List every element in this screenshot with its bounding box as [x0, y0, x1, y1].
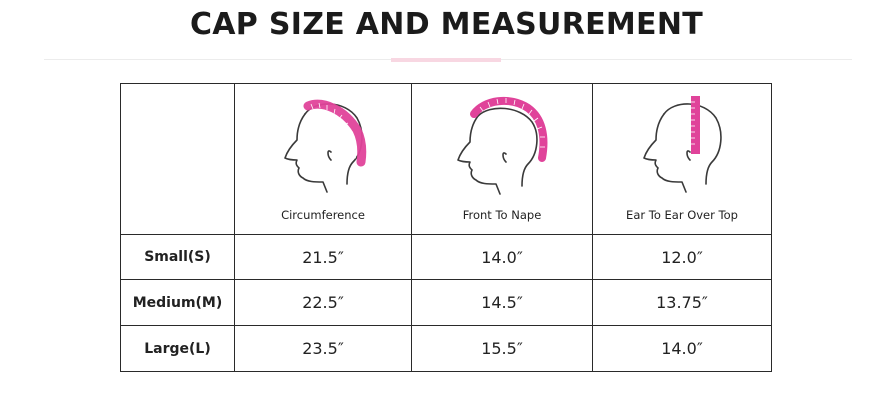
table-row: Small(S) 21.5″ 14.0″ 12.0″	[120, 234, 772, 280]
head-ear-to-ear-icon	[643, 96, 722, 193]
page-title: CAP SIZE AND MEASUREMENT	[189, 7, 704, 42]
table-row: Large(L) 23.5″ 15.5″ 14.0″	[120, 325, 772, 372]
head-front-to-nape-icon	[457, 96, 548, 195]
circumference-value: 21.5″	[234, 234, 412, 280]
front-to-nape-value: 14.0″	[411, 234, 593, 280]
cap-size-table: Circumference Front To Na	[120, 83, 772, 372]
column-label: Ear To Ear Over Top	[626, 208, 738, 222]
column-label: Front To Nape	[462, 208, 542, 222]
size-label: Small(S)	[120, 234, 235, 280]
size-label: Large(L)	[120, 325, 235, 372]
front-to-nape-value: 14.5″	[411, 279, 593, 326]
header-circumference: Circumference	[234, 83, 412, 235]
ear-to-ear-value: 12.0″	[592, 234, 772, 280]
head-circumference-icon	[284, 99, 367, 193]
circumference-value: 22.5″	[234, 279, 412, 326]
table-header-row: Circumference Front To Na	[120, 83, 772, 235]
header-front-to-nape: Front To Nape	[411, 83, 593, 235]
ear-to-ear-value: 13.75″	[592, 279, 772, 326]
column-label: Circumference	[281, 208, 365, 222]
ear-to-ear-value: 14.0″	[592, 325, 772, 372]
table-row: Medium(M) 22.5″ 14.5″ 13.75″	[120, 279, 772, 326]
front-to-nape-value: 15.5″	[411, 325, 593, 372]
header-empty-cell	[120, 83, 235, 235]
header-ear-to-ear: Ear To Ear Over Top	[592, 83, 772, 235]
title-accent-bar	[391, 58, 501, 62]
size-label: Medium(M)	[120, 279, 235, 326]
circumference-value: 23.5″	[234, 325, 412, 372]
